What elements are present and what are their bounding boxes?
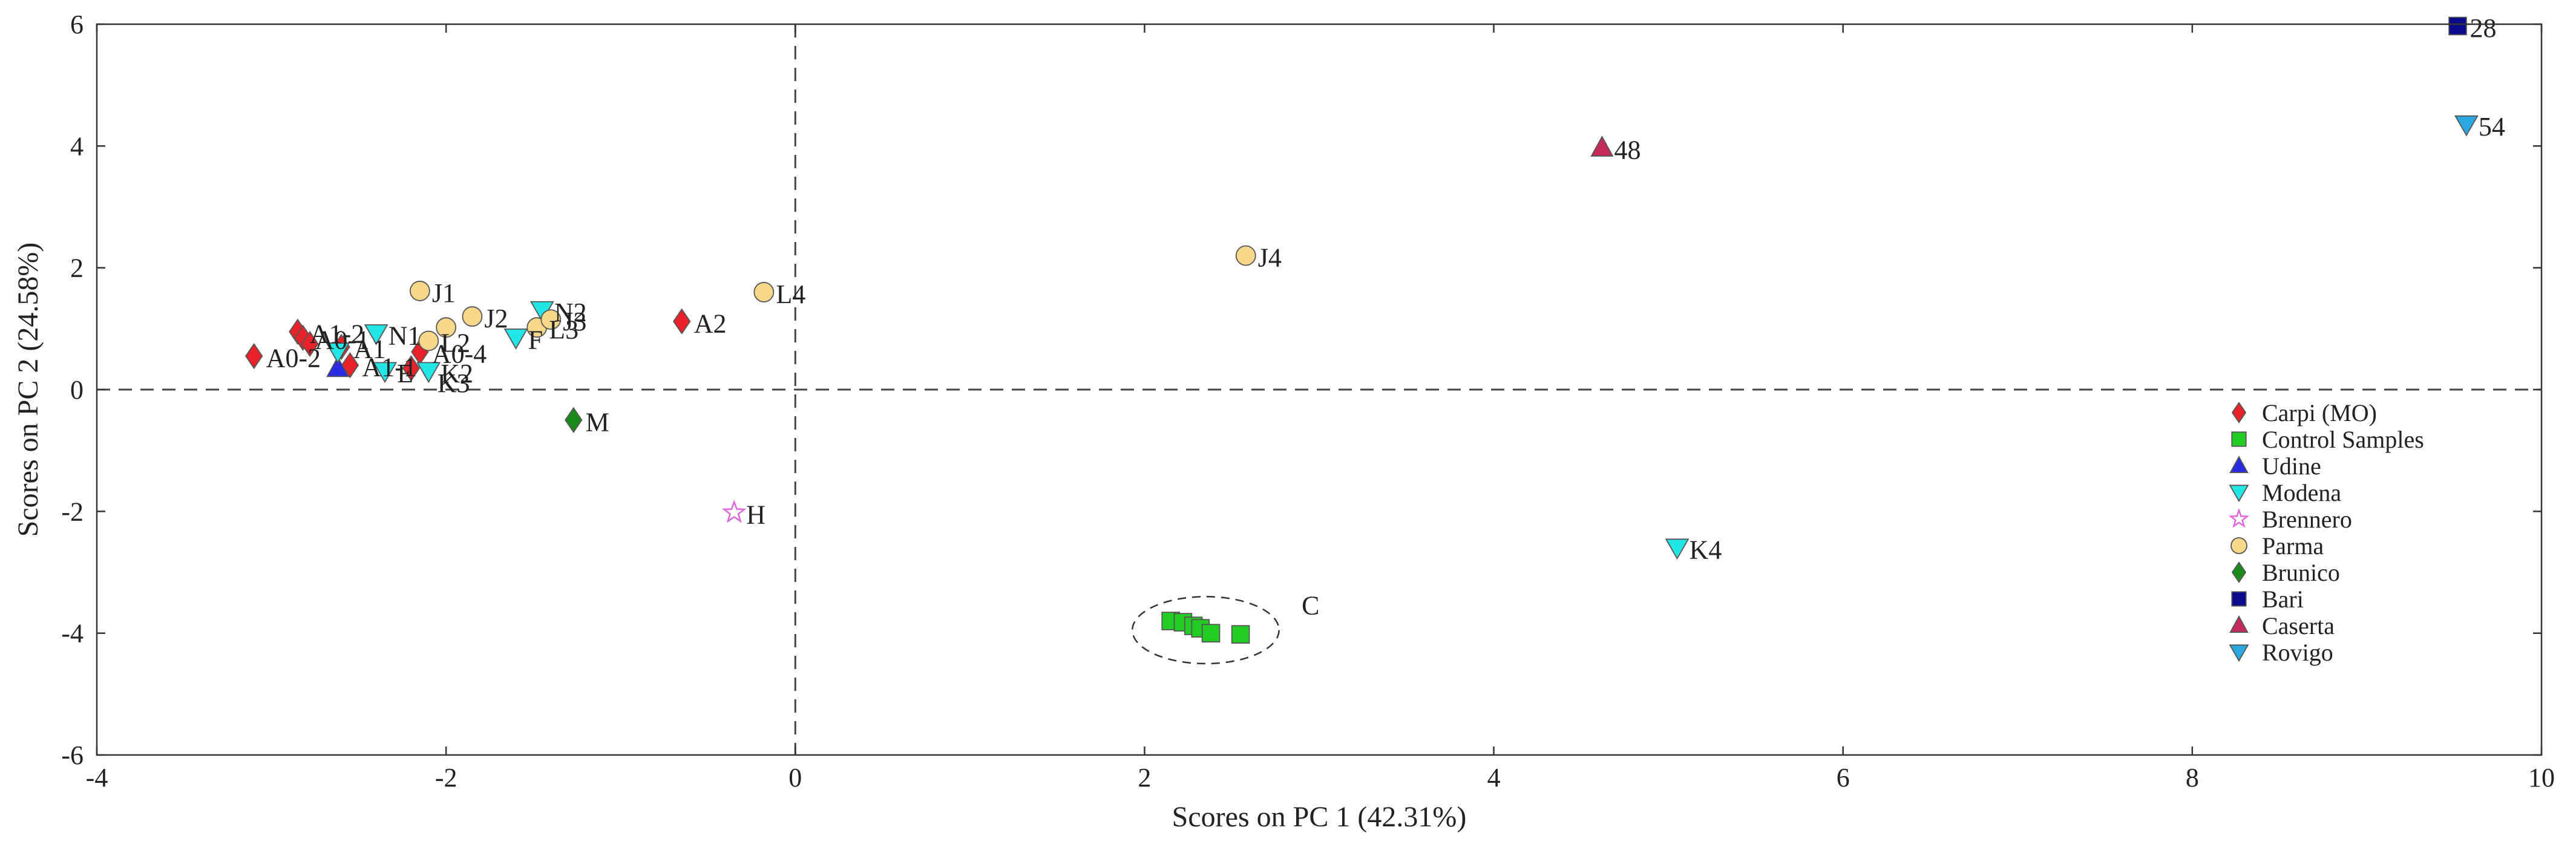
y-tick-label: 2 <box>70 253 84 283</box>
point-modena <box>364 324 388 345</box>
point-label: J2 <box>484 304 508 333</box>
legend-marker <box>2230 537 2247 554</box>
point-modena <box>1665 538 1689 560</box>
point-carpi-mo- <box>301 330 319 358</box>
legend-entry: Brennero <box>2262 506 2352 533</box>
legend-entry: Control Samples <box>2262 426 2424 453</box>
point-label: A1-1 <box>362 353 416 382</box>
legend-marker <box>2231 431 2247 447</box>
point-label: N2 <box>554 298 587 327</box>
legend-marker <box>2229 644 2249 662</box>
legend-entry: Modena <box>2262 479 2341 506</box>
point-label: M <box>586 407 609 437</box>
point-modena <box>503 328 528 350</box>
legend-entry: Carpi (MO) <box>2262 399 2377 426</box>
point-bari <box>2448 16 2467 36</box>
point-brunico <box>565 407 583 433</box>
y-axis-ticks: -6 -4 -2 0 2 4 6 <box>61 10 2542 770</box>
y-axis-label: Scores on PC 2 (24.58%) <box>12 243 44 537</box>
point-label: 54 <box>2479 112 2505 142</box>
legend-marker <box>2228 508 2250 528</box>
point-label: E <box>397 359 413 388</box>
point-label: L4 <box>776 279 805 309</box>
legend-entry: Rovigo <box>2262 639 2333 666</box>
point-label: A0-2 <box>266 344 321 373</box>
y-tick-label: -4 <box>61 619 84 649</box>
y-tick-label: 4 <box>70 131 84 161</box>
point-brennero <box>722 500 747 523</box>
point-modena <box>373 362 398 384</box>
point-control-samples <box>1201 624 1221 642</box>
point-label: A1 <box>353 335 386 364</box>
point-label: K2 <box>441 359 473 388</box>
reference-lines <box>97 24 2542 755</box>
point-label: H <box>746 500 765 529</box>
point-label: A1-2 <box>310 319 364 348</box>
point-parma <box>418 330 439 351</box>
point-parma <box>753 282 775 302</box>
point-carpi-mo- <box>402 355 421 382</box>
point-label: 48 <box>1614 135 1640 165</box>
highlight-ellipse-layer <box>1131 596 1280 665</box>
x-tick-label: -2 <box>435 763 457 792</box>
x-tick-label: 8 <box>2186 763 2199 792</box>
point-modena <box>416 362 441 384</box>
point-udine <box>326 356 350 377</box>
legend-entry: Bari <box>2262 586 2304 613</box>
point-label: A2 <box>694 309 727 338</box>
x-tick-label: 6 <box>1837 763 1850 792</box>
point-carpi-mo- <box>245 343 263 370</box>
point-label: J1 <box>432 278 456 308</box>
legend-entry: Parma <box>2262 532 2324 560</box>
point-parma <box>540 309 562 330</box>
y-tick-label: 0 <box>70 375 84 405</box>
point-caserta <box>1590 136 1614 157</box>
point-label: A0-1 <box>315 325 370 354</box>
legend-entry: Brunico <box>2262 559 2340 586</box>
point-label: F <box>528 325 543 354</box>
x-axis-ticks: -4 -2 0 2 4 6 8 10 <box>86 24 2555 792</box>
annotation-label: K3 <box>438 368 470 398</box>
annotation-label: C <box>1302 590 1319 620</box>
point-label: J4 <box>1258 243 1282 273</box>
point-parma <box>462 306 483 327</box>
point-label: L2 <box>441 328 470 358</box>
point-parma <box>436 317 457 338</box>
point-modena <box>326 342 350 364</box>
y-tick-label: -6 <box>61 740 84 770</box>
point-parma <box>409 281 430 301</box>
point-carpi-mo- <box>673 308 691 335</box>
y-tick-label: 6 <box>70 10 84 39</box>
legend-marker <box>2229 485 2249 503</box>
point-control-samples <box>1231 625 1250 644</box>
point-carpi-mo- <box>341 352 359 379</box>
legend-entry: Caserta <box>2262 612 2335 639</box>
point-label: K4 <box>1689 535 1722 565</box>
x-tick-label: 10 <box>2528 763 2555 792</box>
legend-marker <box>2231 402 2247 423</box>
legend-marker <box>2231 591 2247 607</box>
legend: Carpi (MO)Control SamplesUdineModenaBren… <box>2228 399 2424 666</box>
legend-marker <box>2229 456 2249 473</box>
y-tick-label: -2 <box>61 497 84 526</box>
x-axis-label: Scores on PC 1 (42.31%) <box>1172 801 1467 833</box>
legend-marker <box>2229 615 2249 633</box>
point-label: J3 <box>563 307 586 336</box>
data-points <box>245 16 2479 644</box>
x-tick-label: 2 <box>1138 763 1151 792</box>
point-label: 28 <box>2469 13 2496 43</box>
x-tick-label: 0 <box>788 763 802 792</box>
point-label: A0-4 <box>432 339 487 369</box>
point-parma <box>1235 245 1256 266</box>
legend-marker <box>2231 561 2247 583</box>
point-rovigo <box>2454 115 2479 137</box>
point-label: N1 <box>388 321 421 350</box>
control-samples-ellipse <box>1131 596 1280 665</box>
legend-entry: Udine <box>2262 453 2321 480</box>
x-tick-label: -4 <box>86 763 108 792</box>
point-label: L3 <box>549 315 578 344</box>
x-tick-label: 4 <box>1487 763 1501 792</box>
